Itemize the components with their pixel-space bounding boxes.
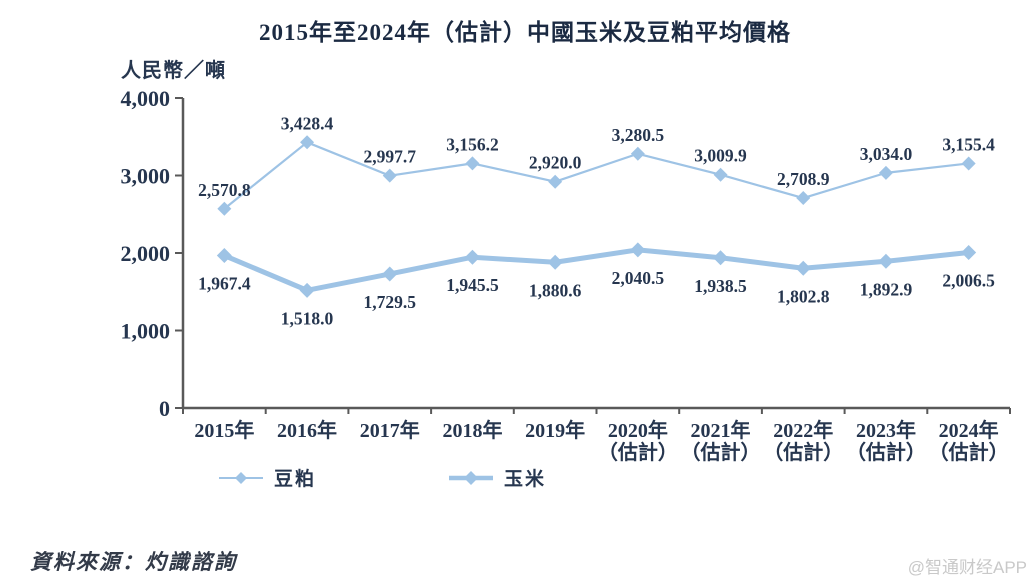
data-point-label: 1,938.5	[694, 276, 747, 296]
data-point-marker	[961, 244, 977, 260]
data-point-label: 2,997.7	[364, 147, 417, 167]
watermark: @智通财经APP	[907, 558, 1027, 577]
x-axis-category-label: 2017年	[360, 418, 420, 442]
data-point-marker	[299, 282, 315, 298]
data-point-marker	[795, 260, 811, 276]
x-axis-category-label: 2018年	[442, 418, 502, 442]
data-point-label: 2,920.0	[529, 153, 582, 173]
series-line-corn	[223, 247, 969, 293]
x-axis-category-label: 2019年	[525, 418, 585, 442]
data-point-label: 2,006.5	[942, 270, 995, 290]
data-point-label: 1,802.8	[777, 286, 830, 306]
data-point-marker	[217, 201, 232, 216]
data-point-marker	[961, 156, 976, 171]
x-axis-category-label: 2022年（估計）	[763, 418, 843, 464]
data-point-label: 1,967.4	[198, 274, 251, 294]
data-point-label: 1,729.5	[364, 292, 417, 312]
data-point-label: 1,945.5	[446, 275, 499, 295]
data-point-marker	[713, 167, 728, 182]
data-point-label: 3,034.0	[860, 144, 913, 164]
x-axis-category-label: 2020年（估計）	[598, 418, 678, 464]
y-axis-tick-label: 1,000	[121, 319, 171, 344]
line-diamond-marker-icon	[219, 471, 263, 484]
legend-label: 豆粕	[274, 469, 317, 490]
data-point-marker	[630, 146, 645, 161]
y-axis-tick-label: 2,000	[121, 241, 171, 266]
chart-title: 2015年至2024年（估計）中國玉米及豆粕平均價格	[259, 20, 791, 45]
data-point-marker	[300, 135, 315, 150]
data-point-label: 1,518.0	[281, 308, 334, 328]
x-axis-category-label: 2024年（估計）	[929, 418, 1009, 464]
data-point-label: 2,040.5	[612, 268, 665, 288]
data-point-label: 1,880.6	[529, 280, 582, 300]
y-axis-tick-label: 0	[159, 396, 170, 421]
data-point-marker	[713, 250, 729, 266]
data-point-label: 2,708.9	[777, 169, 830, 189]
data-point-label: 3,155.4	[942, 134, 995, 154]
y-axis-tick-label: 4,000	[121, 86, 171, 111]
y-axis-tick-label: 3,000	[121, 164, 171, 189]
data-point-marker	[465, 156, 480, 171]
data-point-marker	[547, 254, 563, 270]
data-point-marker	[382, 266, 398, 282]
line-diamond-marker-icon	[449, 470, 494, 485]
data-point-label: 3,280.5	[612, 125, 665, 145]
data-point-marker	[630, 242, 646, 258]
data-point-label: 3,428.4	[281, 113, 334, 133]
data-point-marker	[796, 191, 811, 206]
legend-label: 玉米	[504, 469, 547, 490]
price-line-chart: 0 1,000 2,000 3,000 4,000 2015年 2016年 2017年 2018…	[121, 86, 1011, 464]
data-point-marker	[878, 253, 894, 269]
data-point-marker	[548, 174, 563, 189]
data-point-label: 3,009.9	[694, 146, 747, 166]
y-axis-unit-label: 人民幣／噸	[121, 60, 226, 82]
x-axis-category-label: 2015年	[194, 418, 254, 442]
x-axis-category-label: 2023年（估計）	[846, 418, 926, 464]
legend-item-soybean-meal: 豆粕	[218, 464, 316, 491]
data-point-label: 2,570.8	[198, 180, 251, 200]
chart-legend: 豆粕 玉米	[218, 464, 546, 491]
legend-item-corn: 玉米	[448, 464, 546, 491]
series-line-soybean-meal	[223, 141, 969, 210]
x-axis-category-label: 2016年	[277, 418, 337, 442]
data-point-marker	[464, 249, 480, 265]
data-point-marker	[382, 168, 397, 183]
data-point-marker	[216, 248, 232, 264]
data-point-marker	[878, 165, 893, 180]
data-point-label: 1,892.9	[860, 279, 913, 299]
x-axis-category-label: 2021年（估計）	[681, 418, 761, 464]
data-point-label: 3,156.2	[446, 134, 499, 154]
data-source: 資料來源：灼識諮詢	[30, 550, 237, 574]
